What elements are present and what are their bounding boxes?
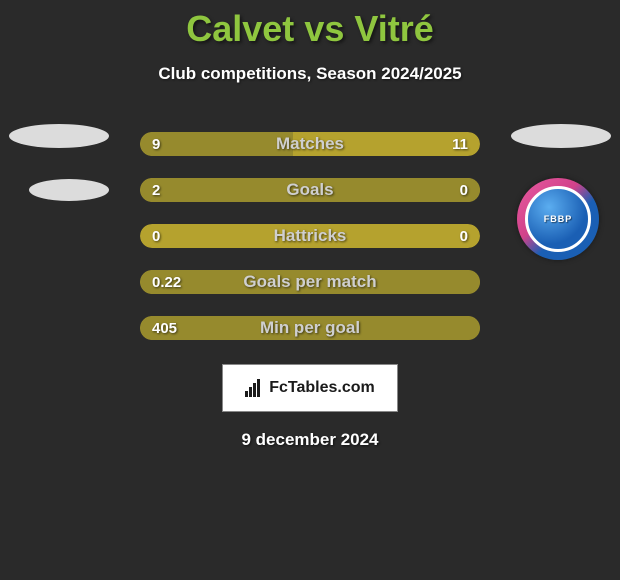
stat-label: Matches [140, 132, 480, 156]
stat-label: Hattricks [140, 224, 480, 248]
brand-chart-icon [245, 379, 263, 397]
stat-label: Goals per match [140, 270, 480, 294]
stat-value-left: 0.22 [152, 270, 181, 294]
stat-value-right: 0 [460, 224, 468, 248]
stat-row: Min per goal405 [140, 316, 480, 340]
stat-value-left: 0 [152, 224, 160, 248]
avatar-player1-shape1 [9, 124, 109, 148]
vs-text: vs [304, 8, 344, 49]
stat-value-left: 9 [152, 132, 160, 156]
club-badge: FBBP [517, 178, 599, 260]
club-badge-text: FBBP [525, 186, 591, 252]
stat-row: Goals2 0 [140, 178, 480, 202]
stat-value-right: 11 [452, 132, 468, 156]
page-title: Calvet vs Vitré [0, 0, 620, 50]
stat-value-right: 0 [460, 178, 468, 202]
stat-label: Goals [140, 178, 480, 202]
stat-value-left: 2 [152, 178, 160, 202]
stat-value-left: 405 [152, 316, 177, 340]
avatar-player2-shape [511, 124, 611, 148]
avatar-player1-shape2 [29, 179, 109, 201]
stat-row: Hattricks0 0 [140, 224, 480, 248]
player2-name: Vitré [354, 8, 433, 49]
player1-name: Calvet [186, 8, 294, 49]
subtitle: Club competitions, Season 2024/2025 [0, 64, 620, 84]
date-text: 9 december 2024 [0, 430, 620, 450]
stat-row: Matches9 11 [140, 132, 480, 156]
brand-box[interactable]: FcTables.com [222, 364, 398, 412]
brand-text: FcTables.com [269, 379, 375, 397]
stat-label: Min per goal [140, 316, 480, 340]
stat-row: Goals per match0.22 [140, 270, 480, 294]
